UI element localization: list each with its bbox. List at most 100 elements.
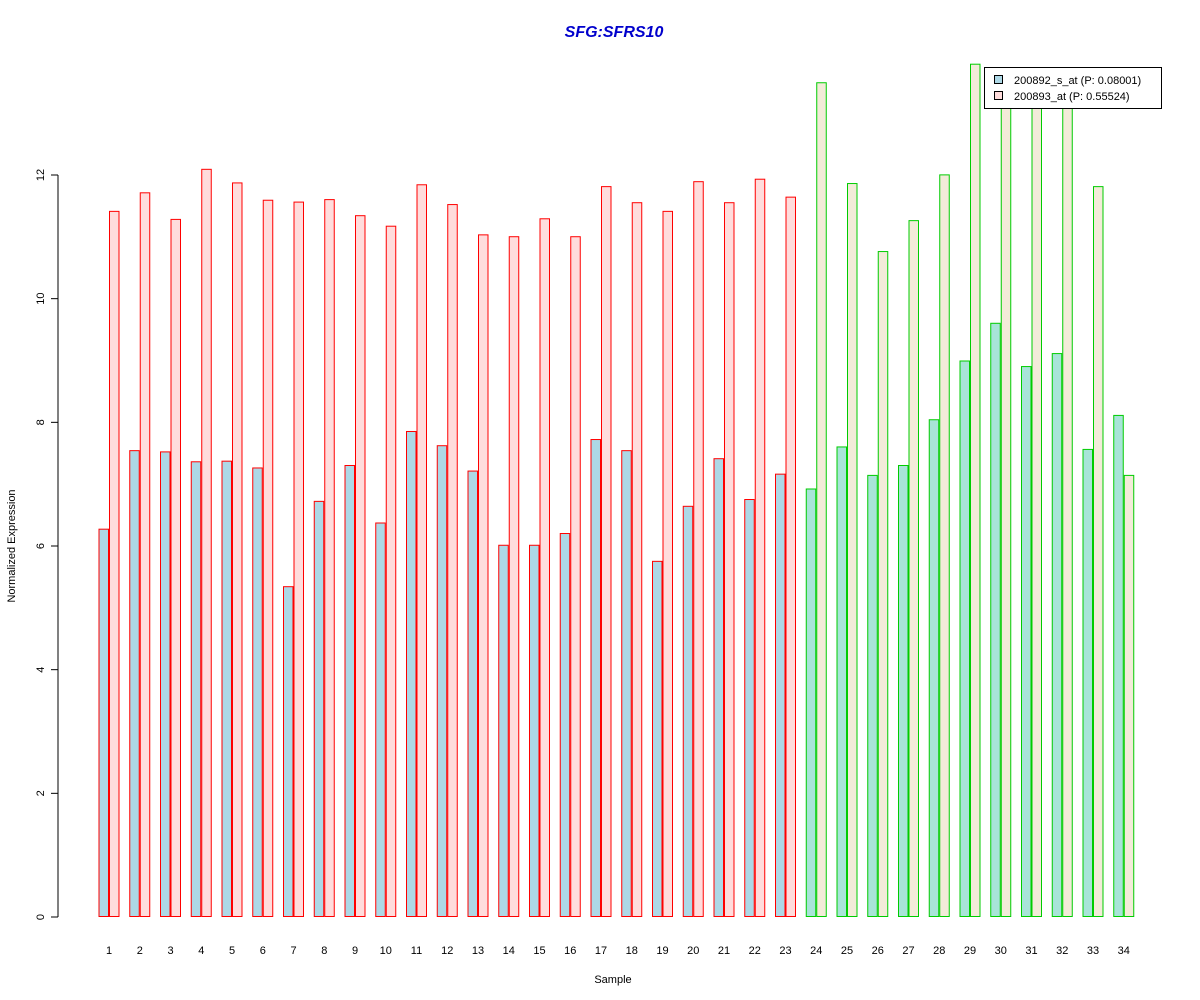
x-tick-label: 6 — [260, 945, 266, 957]
bar-series-1 — [1051, 353, 1063, 917]
x-tick-label: 23 — [779, 945, 791, 957]
y-tick-label: 4 — [35, 667, 47, 673]
x-tick-label: 10 — [380, 945, 392, 957]
legend-swatch — [994, 75, 1003, 84]
bar-series-1 — [283, 586, 294, 917]
x-tick-label: 22 — [749, 945, 761, 957]
x-tick-label: 28 — [933, 945, 945, 957]
bar-series-2 — [970, 63, 981, 917]
x-tick-label: 4 — [198, 945, 204, 957]
bar-series-1 — [836, 446, 847, 917]
x-tick-label: 31 — [1025, 945, 1037, 957]
bar-series-2 — [109, 210, 120, 917]
x-tick-label: 12 — [441, 945, 453, 957]
x-tick-label: 16 — [564, 945, 576, 957]
bar-series-2 — [724, 202, 735, 917]
y-tick-label: 8 — [35, 419, 47, 425]
bar-series-1 — [129, 450, 140, 917]
bar-series-2 — [1000, 100, 1012, 918]
bar-series-2 — [847, 183, 858, 917]
bar-series-2 — [601, 186, 612, 917]
y-tick-label: 10 — [35, 293, 47, 305]
x-axis-ticks: 1 2 3 4 5 6 7 8 9 10 11 12 13 14 15 16 17 18 19 20 21 22 23 24 2… — [106, 945, 1130, 957]
x-tick-label: 20 — [687, 945, 699, 957]
bar-series-2 — [939, 174, 950, 918]
x-tick-label: 9 — [352, 945, 358, 957]
bar-series-1 — [1021, 366, 1032, 917]
legend: 200892_s_at (P: 0.08001) 200893_at (P: 0.… — [984, 67, 1162, 109]
x-tick-label: 7 — [290, 945, 296, 957]
bar-series-1 — [590, 439, 601, 917]
bar-series-2 — [877, 251, 889, 917]
bar-series-2 — [508, 236, 520, 917]
bar-series-2 — [201, 168, 212, 918]
bar-series-1 — [529, 544, 540, 917]
x-tick-label: 21 — [718, 945, 730, 957]
x-tick-label: 33 — [1087, 945, 1099, 957]
y-tick-label: 6 — [35, 543, 47, 549]
bar-series-2 — [539, 218, 550, 918]
x-tick-label: 27 — [902, 945, 914, 957]
x-tick-label: 13 — [472, 945, 484, 957]
bar-series-2 — [478, 234, 489, 918]
bar-series-1 — [1113, 414, 1124, 917]
bar-series-2 — [631, 202, 643, 917]
x-tick-label: 34 — [1118, 945, 1130, 957]
legend-swatch — [994, 91, 1003, 100]
bar-series-1 — [98, 528, 109, 917]
bar-series-2 — [170, 218, 181, 917]
y-axis-label: Normalized Expression — [6, 489, 18, 602]
bar-series-1 — [928, 419, 940, 917]
bar-series-2 — [908, 220, 919, 918]
bar-series-1 — [990, 322, 1001, 917]
x-tick-label: 18 — [626, 945, 638, 957]
bar-series-2 — [662, 210, 673, 917]
bar-series-2 — [754, 178, 766, 917]
bar-series-1 — [775, 473, 786, 917]
x-tick-label: 11 — [411, 945, 422, 957]
bar-series-2 — [1031, 100, 1042, 918]
bar-series-1 — [160, 451, 171, 917]
bar-series-2 — [139, 192, 151, 917]
chart-title: SFG:SFRS10 — [565, 24, 664, 41]
bar-series-2 — [570, 236, 581, 917]
bar-series-1 — [498, 544, 509, 917]
bar-series-2 — [324, 199, 335, 918]
bar-series-1 — [1082, 448, 1093, 917]
bar-series-1 — [652, 560, 663, 918]
x-axis-label: Sample — [594, 974, 631, 986]
x-tick-label: 14 — [503, 945, 515, 957]
bar-series-1 — [406, 430, 417, 917]
x-tick-label: 25 — [841, 945, 853, 957]
x-tick-label: 15 — [533, 945, 545, 957]
bar-series-1 — [959, 360, 970, 917]
bar-series-1 — [467, 470, 478, 917]
x-tick-label: 19 — [656, 945, 668, 957]
bar-series-1 — [252, 467, 263, 917]
bar-series-1 — [621, 450, 632, 917]
bar-series-2 — [785, 196, 796, 917]
legend-label: 200892_s_at (P: 0.08001) — [1014, 75, 1141, 87]
x-tick-label: 8 — [321, 945, 327, 957]
bar-series-2 — [293, 201, 304, 918]
bar-series-2 — [1093, 186, 1104, 917]
x-tick-label: 5 — [229, 945, 235, 957]
legend-box — [984, 67, 1162, 109]
bar-series-2 — [416, 184, 427, 917]
bar-series-1 — [436, 445, 448, 917]
x-tick-label: 1 — [106, 945, 112, 957]
bar-series-1 — [190, 461, 202, 917]
x-tick-label: 30 — [995, 945, 1007, 957]
bar-series-2 — [232, 182, 243, 918]
bar-series-1 — [559, 533, 571, 917]
legend-label: 200893_at (P: 0.55524) — [1014, 91, 1130, 103]
bar-series-2 — [1062, 100, 1073, 918]
y-tick-label: 0 — [35, 914, 47, 920]
bar-series-2 — [1123, 474, 1135, 917]
y-tick-label: 2 — [35, 790, 47, 796]
x-tick-label: 26 — [872, 945, 884, 957]
bar-series-1 — [375, 522, 386, 918]
bar-series-2 — [262, 199, 274, 917]
